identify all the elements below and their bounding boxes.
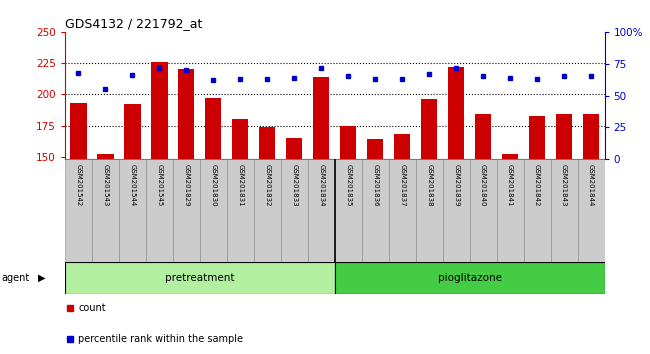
Bar (394, 134, 410, 159)
Bar (313, 77, 330, 159)
Bar (254, 159, 281, 262)
Bar (173, 159, 200, 262)
Bar (232, 119, 248, 159)
Bar (227, 159, 254, 262)
Bar (146, 159, 173, 262)
Bar (281, 159, 308, 262)
Bar (70, 103, 86, 159)
Bar (502, 154, 518, 159)
Text: GDS4132 / 221792_at: GDS4132 / 221792_at (65, 17, 202, 30)
Bar (151, 62, 168, 159)
Text: GSM201833: GSM201833 (291, 164, 297, 207)
Text: GSM201829: GSM201829 (183, 164, 189, 207)
Bar (98, 154, 114, 159)
Bar (65, 262, 335, 294)
Bar (551, 159, 577, 262)
Bar (124, 104, 140, 159)
Text: percentile rank within the sample: percentile rank within the sample (79, 334, 244, 344)
Bar (308, 159, 335, 262)
Text: agent: agent (1, 273, 29, 283)
Bar (367, 139, 383, 159)
Bar (577, 159, 605, 262)
Bar (443, 159, 470, 262)
Bar (65, 159, 92, 262)
Bar (119, 159, 146, 262)
Text: GSM201542: GSM201542 (75, 164, 81, 207)
Text: pretreatment: pretreatment (165, 273, 235, 283)
Text: GSM201841: GSM201841 (507, 164, 513, 207)
Bar (470, 159, 497, 262)
Text: pioglitazone: pioglitazone (437, 273, 502, 283)
Bar (340, 126, 356, 159)
Bar (583, 114, 599, 159)
Bar (389, 159, 416, 262)
Bar (92, 159, 119, 262)
Bar (200, 159, 227, 262)
Text: GSM201842: GSM201842 (534, 164, 540, 207)
Text: count: count (79, 303, 106, 313)
Text: GSM201831: GSM201831 (237, 164, 243, 207)
Bar (416, 159, 443, 262)
Bar (286, 138, 302, 159)
Bar (205, 98, 222, 159)
Text: GSM201544: GSM201544 (129, 164, 135, 207)
Text: GSM201545: GSM201545 (157, 164, 162, 207)
Bar (335, 262, 604, 294)
Bar (556, 114, 572, 159)
Text: GSM201840: GSM201840 (480, 164, 486, 207)
Text: GSM201835: GSM201835 (345, 164, 351, 207)
Bar (524, 159, 551, 262)
Text: ▶: ▶ (38, 273, 46, 283)
Text: GSM201843: GSM201843 (561, 164, 567, 207)
Bar (361, 159, 389, 262)
Text: GSM201838: GSM201838 (426, 164, 432, 207)
Text: GSM201832: GSM201832 (265, 164, 270, 207)
Bar (475, 114, 491, 159)
Bar (335, 159, 361, 262)
Text: GSM201836: GSM201836 (372, 164, 378, 207)
Bar (421, 99, 437, 159)
Bar (259, 127, 276, 159)
Bar (448, 67, 464, 159)
Text: GSM201844: GSM201844 (588, 164, 594, 207)
Text: GSM201834: GSM201834 (318, 164, 324, 207)
Text: GSM201839: GSM201839 (453, 164, 459, 207)
Text: GSM201837: GSM201837 (399, 164, 405, 207)
Bar (497, 159, 524, 262)
Bar (178, 69, 194, 159)
Text: GSM201543: GSM201543 (103, 164, 109, 207)
Text: GSM201830: GSM201830 (211, 164, 216, 207)
Bar (529, 115, 545, 159)
